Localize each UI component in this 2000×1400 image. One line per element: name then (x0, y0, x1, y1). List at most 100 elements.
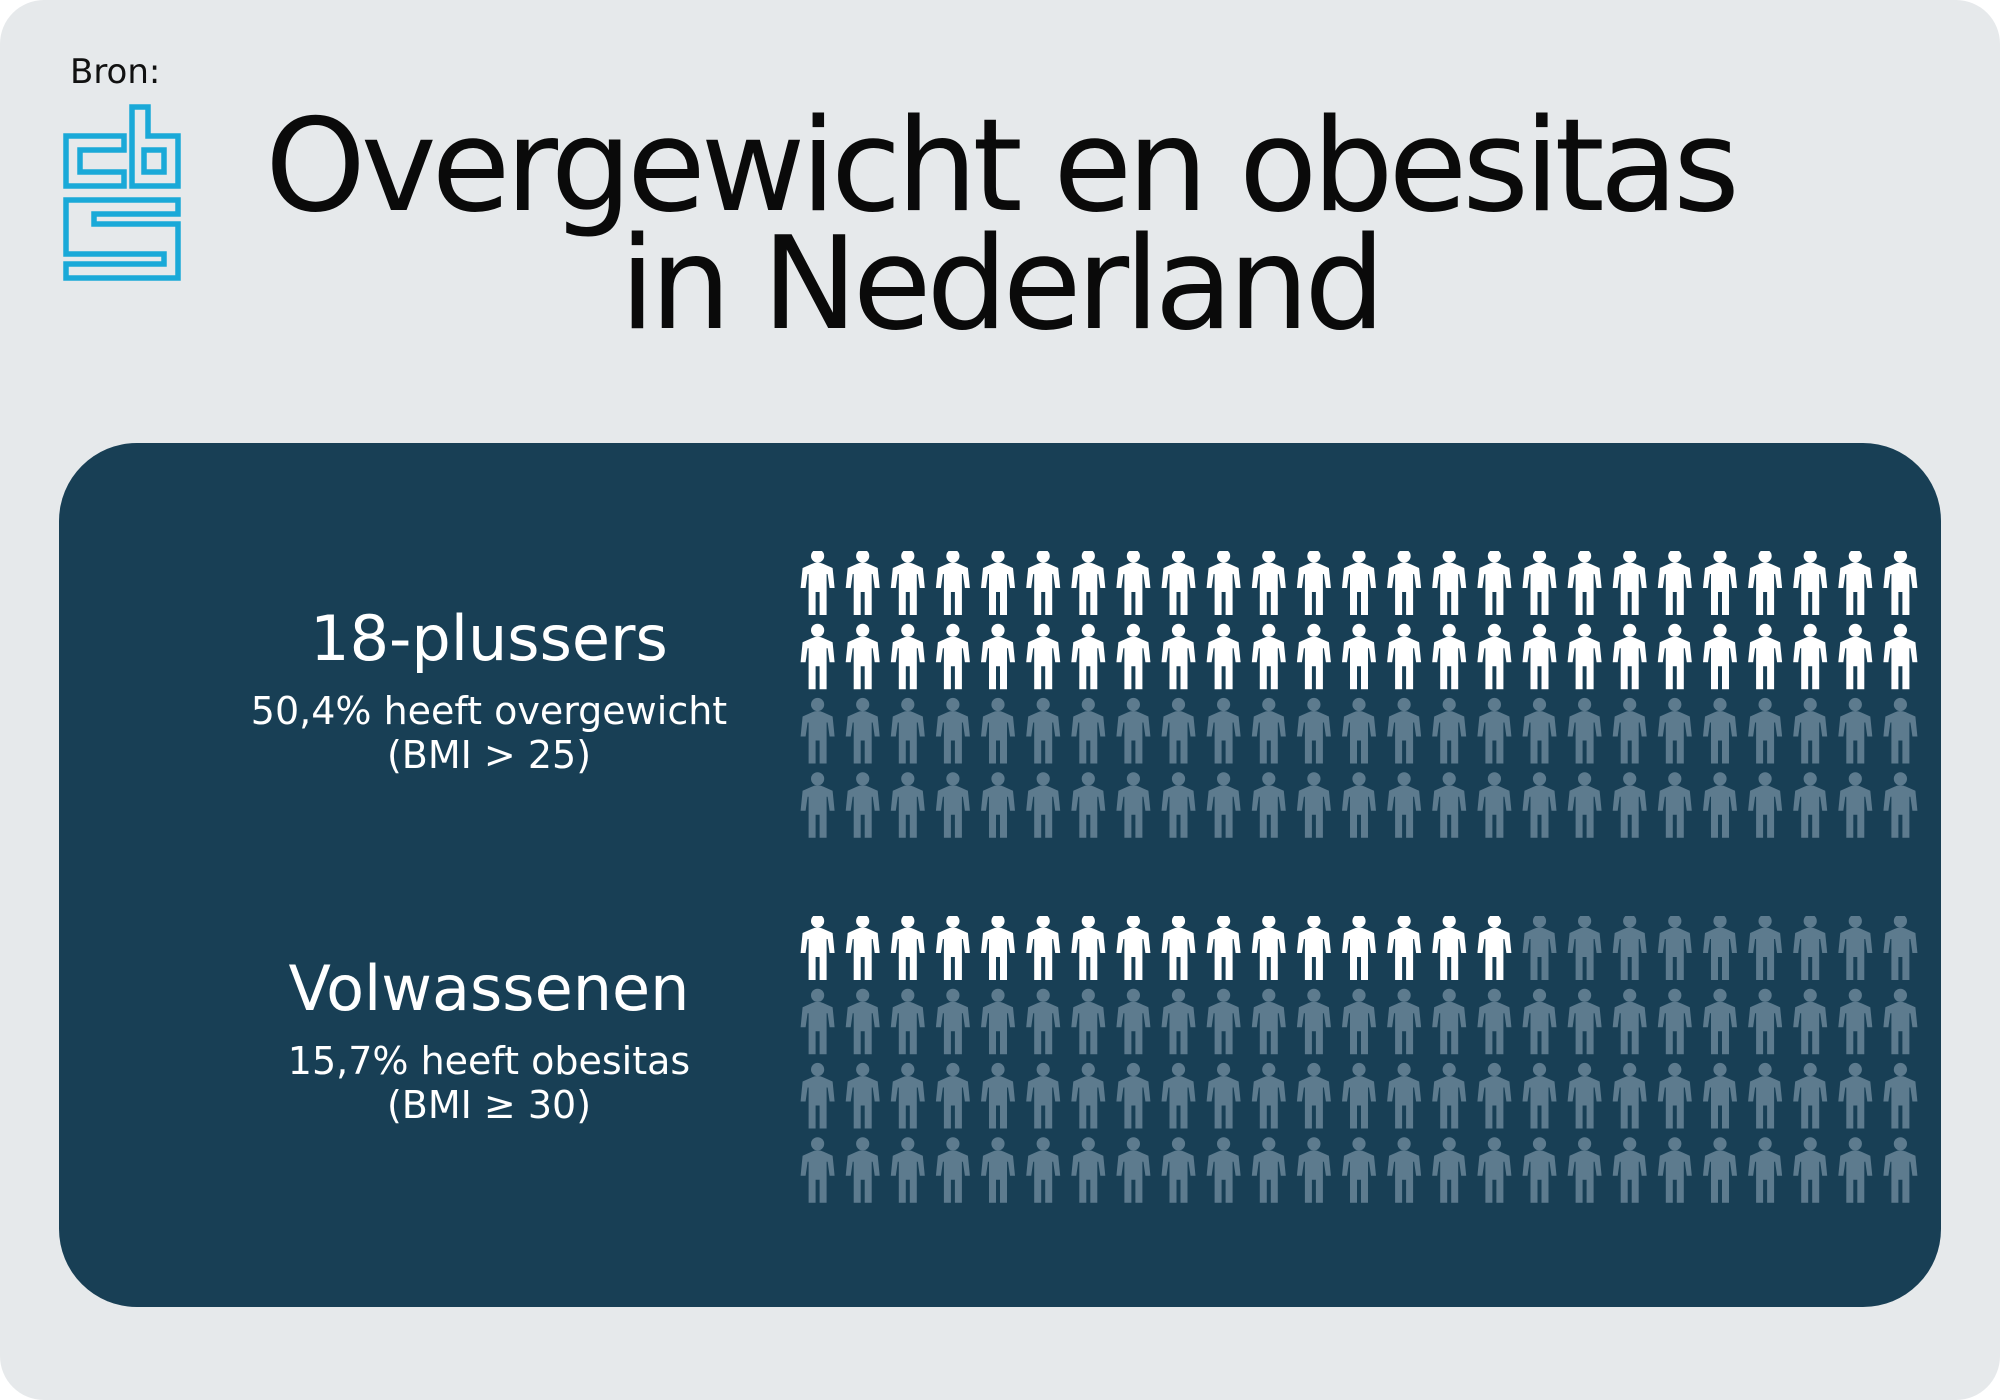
person-icon (1522, 988, 1557, 1055)
person-icon (981, 772, 1015, 838)
person-icon (1703, 697, 1737, 764)
person-icon-highlighted (1477, 916, 1512, 980)
person-icon-highlighted (1296, 916, 1331, 980)
person-icon (981, 697, 1015, 764)
person-icon-highlighted (1206, 916, 1241, 980)
person-icon (1793, 988, 1828, 1055)
person-icon-highlighted (1206, 551, 1241, 615)
person-icon (1567, 1137, 1602, 1203)
person-icon (1206, 1062, 1241, 1129)
person-icon (1296, 697, 1331, 764)
person-icon (1161, 697, 1196, 764)
person-icon (1477, 1062, 1512, 1129)
person-icon (1206, 988, 1241, 1055)
person-icon (1657, 988, 1692, 1055)
data-panel: 18-plussers 50,4% heeft overgewicht (BMI… (59, 443, 1941, 1307)
person-icon-highlighted (1387, 551, 1422, 615)
person-icon-highlighted (1387, 916, 1422, 980)
person-icon (800, 988, 835, 1055)
person-icon-highlighted (1116, 916, 1151, 980)
person-icon (1071, 1137, 1106, 1203)
person-icon (1477, 1137, 1512, 1203)
person-icon-highlighted (1071, 551, 1106, 615)
person-icon (845, 697, 880, 764)
person-icon (1071, 1062, 1106, 1129)
person-icon (1793, 1137, 1828, 1203)
person-icon (1116, 1062, 1151, 1129)
person-icon (1883, 916, 1918, 980)
person-icon (1296, 772, 1331, 838)
person-icon-highlighted (1251, 623, 1286, 690)
title-line-2: in Nederland (619, 210, 1386, 359)
person-icon (1206, 697, 1241, 764)
person-icon-highlighted (1567, 551, 1602, 615)
person-icon (1161, 1062, 1196, 1129)
person-icon (1748, 916, 1783, 980)
person-icon-highlighted (935, 623, 970, 690)
person-icon-highlighted (845, 916, 880, 980)
person-icon (1838, 916, 1873, 980)
person-icon (935, 1137, 970, 1203)
person-icon-highlighted (1567, 623, 1602, 690)
person-icon-highlighted (1703, 551, 1737, 615)
person-icon-highlighted (1342, 623, 1376, 690)
person-icon (1522, 697, 1557, 764)
person-icon (1838, 1062, 1873, 1129)
person-icon (1116, 1137, 1151, 1203)
page-title: Overgewicht en obesitas in Nederland (160, 103, 1840, 359)
person-icon (1342, 1137, 1376, 1203)
person-icon (1748, 1062, 1783, 1129)
person-icon (1793, 1062, 1828, 1129)
person-icon-highlighted (981, 551, 1015, 615)
person-icon (1251, 1062, 1286, 1129)
person-icon (800, 1137, 835, 1203)
person-icon-highlighted (1296, 623, 1331, 690)
logo-b-inner (141, 147, 167, 175)
person-icon (1387, 1062, 1422, 1129)
person-icon-highlighted (1883, 623, 1918, 690)
person-icon (1657, 772, 1692, 838)
person-icon (1387, 772, 1422, 838)
person-icon (1206, 1137, 1241, 1203)
person-icon (1071, 772, 1106, 838)
person-icon-highlighted (1342, 551, 1376, 615)
person-icon-highlighted (1071, 916, 1106, 980)
person-icon (890, 1137, 925, 1203)
person-icon-highlighted (1432, 916, 1467, 980)
person-icon-highlighted (1838, 623, 1873, 690)
person-icon (1342, 1062, 1376, 1129)
person-icon-highlighted (1883, 551, 1918, 615)
person-icon-highlighted (1748, 551, 1783, 615)
person-icon (1657, 1062, 1692, 1129)
person-icon (1522, 772, 1557, 838)
person-icon (800, 1062, 835, 1129)
person-icon-highlighted (845, 551, 880, 615)
person-icon-highlighted (981, 916, 1015, 980)
person-icon-highlighted (1161, 623, 1196, 690)
person-icon (935, 697, 970, 764)
person-icon-highlighted (890, 916, 925, 980)
person-icon (890, 697, 925, 764)
person-icon (1342, 772, 1376, 838)
person-icon (935, 772, 970, 838)
person-icon-highlighted (1612, 623, 1647, 690)
person-icon (1251, 772, 1286, 838)
cbs-logo (63, 104, 181, 281)
person-icon (1071, 988, 1106, 1055)
person-icon-highlighted (1612, 551, 1647, 615)
person-icon (1567, 1062, 1602, 1129)
person-icon (1251, 1137, 1286, 1203)
person-icon-highlighted (1477, 551, 1512, 615)
description-line-1: 50,4% heeft overgewicht (250, 689, 728, 733)
person-icon (845, 772, 880, 838)
person-icon (1838, 988, 1873, 1055)
person-icon (1026, 988, 1061, 1055)
person-icon (1703, 988, 1737, 1055)
person-icon (800, 697, 835, 764)
person-icon (800, 772, 835, 838)
person-icon-highlighted (1703, 623, 1737, 690)
person-icon (981, 988, 1015, 1055)
person-icon-highlighted (1026, 551, 1061, 615)
description-line-2: (BMI ≥ 30) (386, 1083, 592, 1127)
